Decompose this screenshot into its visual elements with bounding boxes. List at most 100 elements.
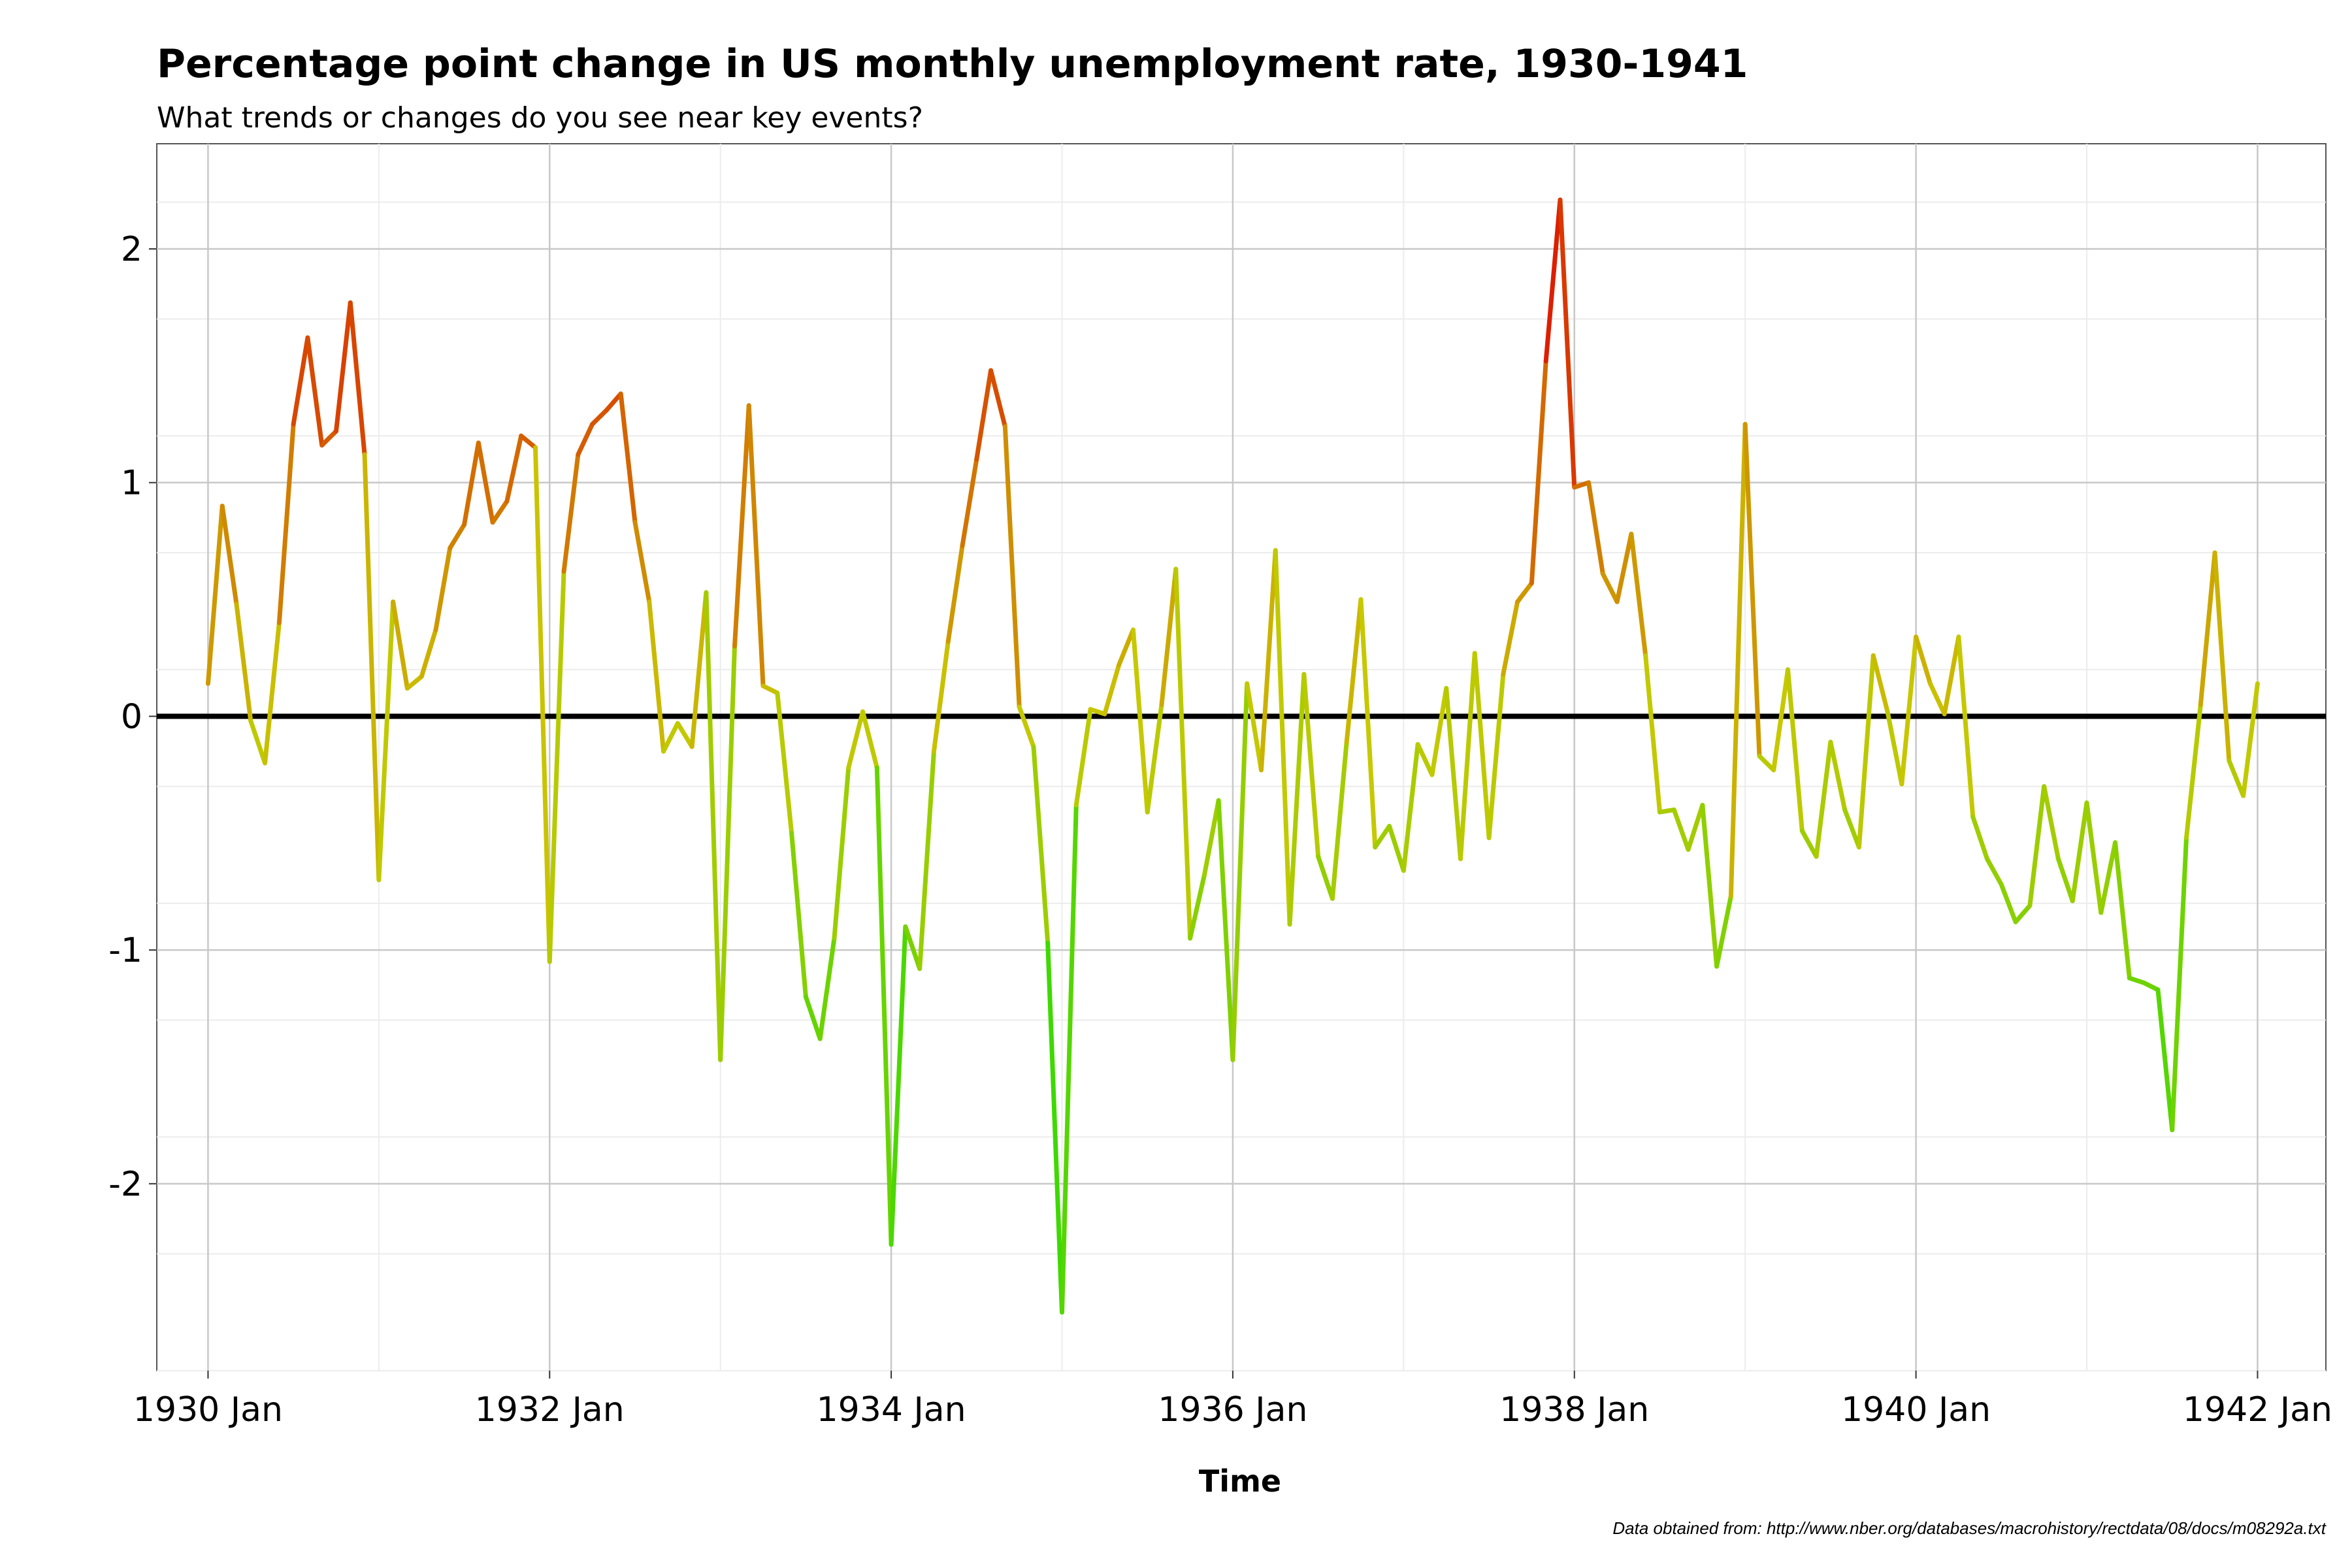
series-line-segment — [1985, 857, 2004, 887]
series-line-segment — [1316, 854, 1335, 901]
series-line-segment — [661, 721, 680, 754]
series-line-segment — [874, 765, 894, 1247]
series-line-segment — [618, 391, 638, 525]
series-line-segment — [1927, 681, 1947, 717]
series-line-segment — [1942, 634, 1961, 717]
series-line-segment — [2155, 987, 2175, 1133]
series-line-segment — [1572, 480, 1592, 490]
series-line-segment — [1828, 740, 1848, 812]
series-line-segment — [1842, 807, 1861, 850]
series-line-segment — [333, 300, 353, 434]
series-line-segment — [1885, 709, 1904, 787]
series-line-segment — [1415, 742, 1435, 777]
x-tick-label: 1934 Jan — [817, 1390, 966, 1429]
series-line-segment — [974, 368, 994, 462]
series-line-segment — [276, 421, 296, 625]
series-line-segment — [519, 433, 538, 450]
series-line-segment — [319, 429, 338, 448]
plot-border — [156, 143, 2327, 1371]
y-tick-label: -2 — [108, 1165, 142, 1204]
series-line-segment — [1742, 421, 1762, 759]
series-line-segment — [689, 590, 709, 749]
series-line-segment — [1771, 667, 1791, 773]
series-line-segment — [1060, 802, 1079, 1315]
series-line-segment — [205, 503, 225, 686]
series-line-segment — [2170, 835, 2189, 1133]
series-line-segment — [1045, 940, 1065, 1315]
y-tick-label: 0 — [121, 697, 142, 736]
series-line-segment — [2184, 702, 2203, 840]
series-line-segment — [2227, 758, 2246, 798]
series-line-segment — [2013, 903, 2033, 924]
series-line-segment — [1073, 707, 1093, 808]
chart-subtitle: What trends or changes do you see near k… — [157, 101, 923, 135]
series-line-segment — [1330, 740, 1349, 901]
series-line-segment — [1117, 627, 1135, 668]
series-line-segment — [1529, 359, 1548, 586]
series-line-segment — [561, 452, 581, 574]
series-line-segment — [1870, 653, 1890, 714]
series-line-segment — [1586, 480, 1605, 576]
series-line-segment — [1614, 531, 1634, 604]
series-line-segment — [1671, 807, 1691, 852]
series-line-segment — [1145, 702, 1164, 815]
series-line-segment — [1201, 798, 1221, 878]
series-line-segment — [1856, 653, 1876, 850]
series-line-segment — [1444, 685, 1463, 862]
series-line-segment — [1230, 681, 1250, 1062]
series-line-segment — [1472, 651, 1492, 840]
series-line-segment — [1501, 599, 1520, 677]
series-line-segment — [647, 599, 666, 754]
series-line-segment — [1686, 802, 1705, 852]
series-line-segment — [2084, 800, 2104, 915]
x-tick-label: 1938 Jan — [1499, 1390, 1649, 1429]
series-line-segment — [234, 602, 253, 724]
series-line-segment — [547, 569, 566, 964]
series-line-segment — [1914, 634, 1933, 686]
series-line-segment — [1287, 672, 1307, 927]
series-line-segment — [1956, 634, 1976, 819]
series-line-segment — [433, 546, 453, 632]
series-line-segment — [960, 457, 979, 548]
series-line-segment — [732, 403, 751, 649]
series-line-segment — [1102, 662, 1122, 717]
series-line-segment — [1970, 814, 1990, 862]
series-line-segment — [1814, 740, 1833, 859]
series-line-segment — [2212, 550, 2232, 763]
series-line-segment — [1401, 742, 1420, 873]
series-line-segment — [889, 924, 908, 1247]
series-line-segment — [945, 543, 965, 644]
plot-area: 2 1 0 -1 -2 1930 Jan 1932 Jan 1934 Jan 1936 Jan 1… — [108, 143, 2332, 1429]
series-line-segment — [2127, 975, 2146, 985]
series-line-segment — [419, 627, 438, 679]
series-line-segment — [1714, 894, 1733, 969]
series-line-segment — [576, 421, 595, 457]
x-axis-label: Time — [1199, 1463, 1281, 1499]
series-line-segment — [718, 644, 737, 1062]
series-line-segment — [1301, 672, 1321, 859]
y-tick-label: 1 — [121, 464, 142, 503]
series-line-segment — [1543, 197, 1563, 364]
series-line-segment — [789, 830, 808, 1000]
series-line-segment — [832, 765, 851, 941]
series-line-segment — [1899, 634, 1919, 787]
series-line-segment — [860, 709, 879, 770]
series-line-segment — [291, 335, 310, 427]
series-line-segment — [448, 522, 467, 551]
series-line-segment — [1188, 873, 1207, 941]
series-line-segment — [1173, 566, 1193, 941]
series-line-segment — [1799, 828, 1819, 859]
series-line-segment — [1031, 744, 1051, 945]
series-line-segment — [1429, 685, 1449, 777]
series-line-segment — [476, 440, 495, 525]
series-line-segment — [1700, 802, 1720, 969]
series-line-segment — [2070, 800, 2089, 904]
series-line-segment — [1999, 882, 2018, 924]
series-line-segment — [248, 719, 268, 766]
x-tick-label: 1942 Jan — [2183, 1390, 2332, 1429]
series-line-segment — [917, 749, 936, 972]
series-line-segment — [1629, 531, 1648, 658]
series-line-segment — [1159, 566, 1179, 708]
chart-title: Percentage point change in US monthly un… — [157, 41, 1748, 87]
series-line-segment — [2027, 784, 2047, 908]
